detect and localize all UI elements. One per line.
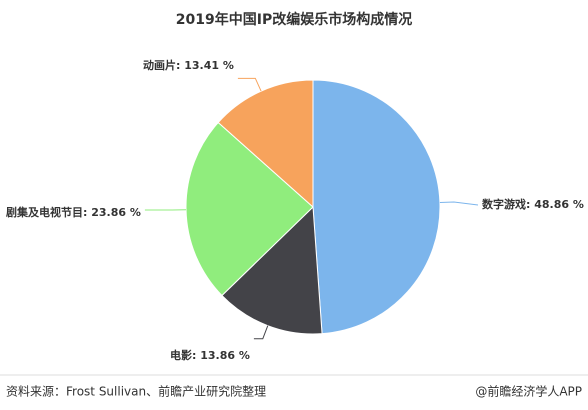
source-note: 资料来源：Frost Sullivan、前瞻产业研究院整理 (6, 384, 266, 399)
label-category: 电影 (170, 348, 192, 362)
label-value: 23.86 % (91, 206, 141, 219)
label-category: 剧集及电视节目 (6, 205, 83, 219)
data-label: 数字游戏: 48.86 % (482, 197, 584, 211)
data-label: 剧集及电视节目: 23.86 % (6, 205, 141, 219)
label-separator: : (192, 349, 200, 362)
label-separator: : (176, 59, 184, 72)
data-label: 电影: 13.86 % (170, 348, 250, 362)
label-value: 48.86 % (534, 198, 584, 211)
chart-title: 2019年中国IP改编娱乐市场构成情况 (176, 11, 412, 28)
label-separator: : (83, 206, 91, 219)
label-category: 动画片 (143, 58, 176, 72)
leader-line (439, 201, 479, 206)
data-label: 动画片: 13.41 % (143, 58, 234, 72)
leader-line (253, 325, 269, 340)
label-value: 13.86 % (200, 349, 250, 362)
leader-line (237, 77, 262, 92)
label-category: 数字游戏 (482, 197, 526, 211)
credit: @前瞻经济学人APP (475, 384, 582, 399)
pie-slice (221, 205, 323, 335)
pie-slice (185, 121, 314, 297)
label-separator: : (526, 198, 534, 211)
pie-slice (312, 79, 441, 335)
label-value: 13.41 % (184, 59, 234, 72)
